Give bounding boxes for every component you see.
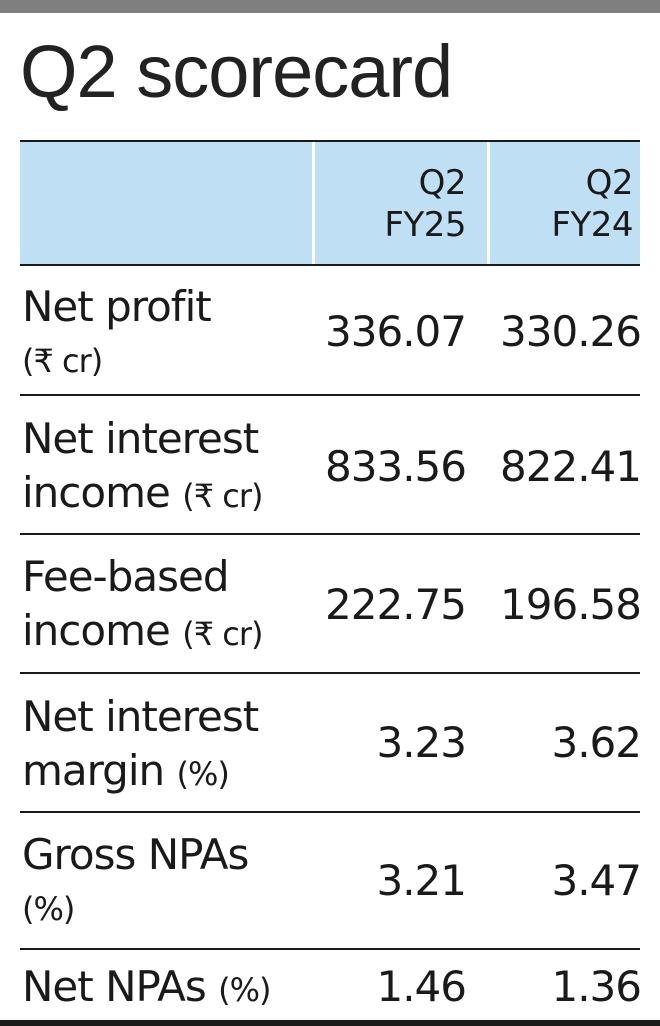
header-divider xyxy=(487,142,490,264)
cell-gnpa-fy25: 3.21 xyxy=(376,856,467,905)
row-unit: (₹ cr) xyxy=(22,342,103,380)
cell-net-profit-fy25: 336.07 xyxy=(325,307,467,356)
header-divider xyxy=(312,142,315,264)
row-label-text: Net profit xyxy=(22,282,212,331)
cell-fee-fy25: 222.75 xyxy=(325,580,467,629)
cell-nnpa-fy25: 1.46 xyxy=(376,962,467,1011)
column-header-q2-fy25: Q2 FY25 xyxy=(320,162,466,246)
cell-fee-fy24: 196.58 xyxy=(500,580,642,629)
row-divider xyxy=(20,533,640,535)
cell-nim-fy25: 3.23 xyxy=(376,718,467,767)
cell-nim-fy24: 3.62 xyxy=(551,718,642,767)
top-bar xyxy=(0,0,660,13)
row-divider xyxy=(20,672,640,674)
row-label-gross-npas: Gross NPAs (%) xyxy=(22,828,249,936)
cell-nnpa-fy24: 1.36 xyxy=(551,962,642,1011)
bottom-rule xyxy=(0,1020,660,1026)
row-unit: (%) xyxy=(22,890,75,928)
row-unit: (%) xyxy=(218,971,271,1009)
row-label-text: Net NPAs xyxy=(22,962,207,1011)
table-header xyxy=(20,142,640,264)
cell-nii-fy24: 822.41 xyxy=(500,442,642,491)
row-divider xyxy=(20,394,640,396)
row-label-text: Gross NPAs xyxy=(22,830,249,879)
column-header-line: Q2 xyxy=(585,163,634,203)
table-top-rule xyxy=(20,140,640,142)
cell-net-profit-fy24: 330.26 xyxy=(500,307,642,356)
row-divider xyxy=(20,811,640,813)
header-bottom-rule xyxy=(20,264,640,266)
row-label-fee-based-income: Fee-based income (₹ cr) xyxy=(22,550,263,661)
row-unit: (₹ cr) xyxy=(182,615,263,653)
row-label-text: income xyxy=(22,468,171,517)
row-divider xyxy=(20,948,640,950)
cell-gnpa-fy24: 3.47 xyxy=(551,856,642,905)
column-header-line: FY25 xyxy=(384,205,466,245)
column-header-q2-fy24: Q2 FY24 xyxy=(495,162,633,246)
row-label-net-interest-margin: Net interest margin (%) xyxy=(22,690,259,801)
row-label-net-npas: Net NPAs (%) xyxy=(22,960,271,1017)
row-label-text: Net interest xyxy=(22,692,259,741)
row-label-text: margin xyxy=(22,746,165,795)
cell-nii-fy25: 833.56 xyxy=(325,442,467,491)
page-title: Q2 scorecard xyxy=(20,30,453,113)
row-label-text: income xyxy=(22,606,171,655)
column-header-line: FY24 xyxy=(551,205,633,245)
row-label-text: Net interest xyxy=(22,414,259,463)
row-label-net-interest-income: Net interest income (₹ cr) xyxy=(22,412,263,523)
row-unit: (%) xyxy=(176,755,230,793)
row-label-net-profit: Net profit (₹ cr) xyxy=(22,280,212,388)
row-label-text: Fee-based xyxy=(22,552,229,601)
column-header-line: Q2 xyxy=(418,163,467,203)
row-unit: (₹ cr) xyxy=(182,477,263,515)
